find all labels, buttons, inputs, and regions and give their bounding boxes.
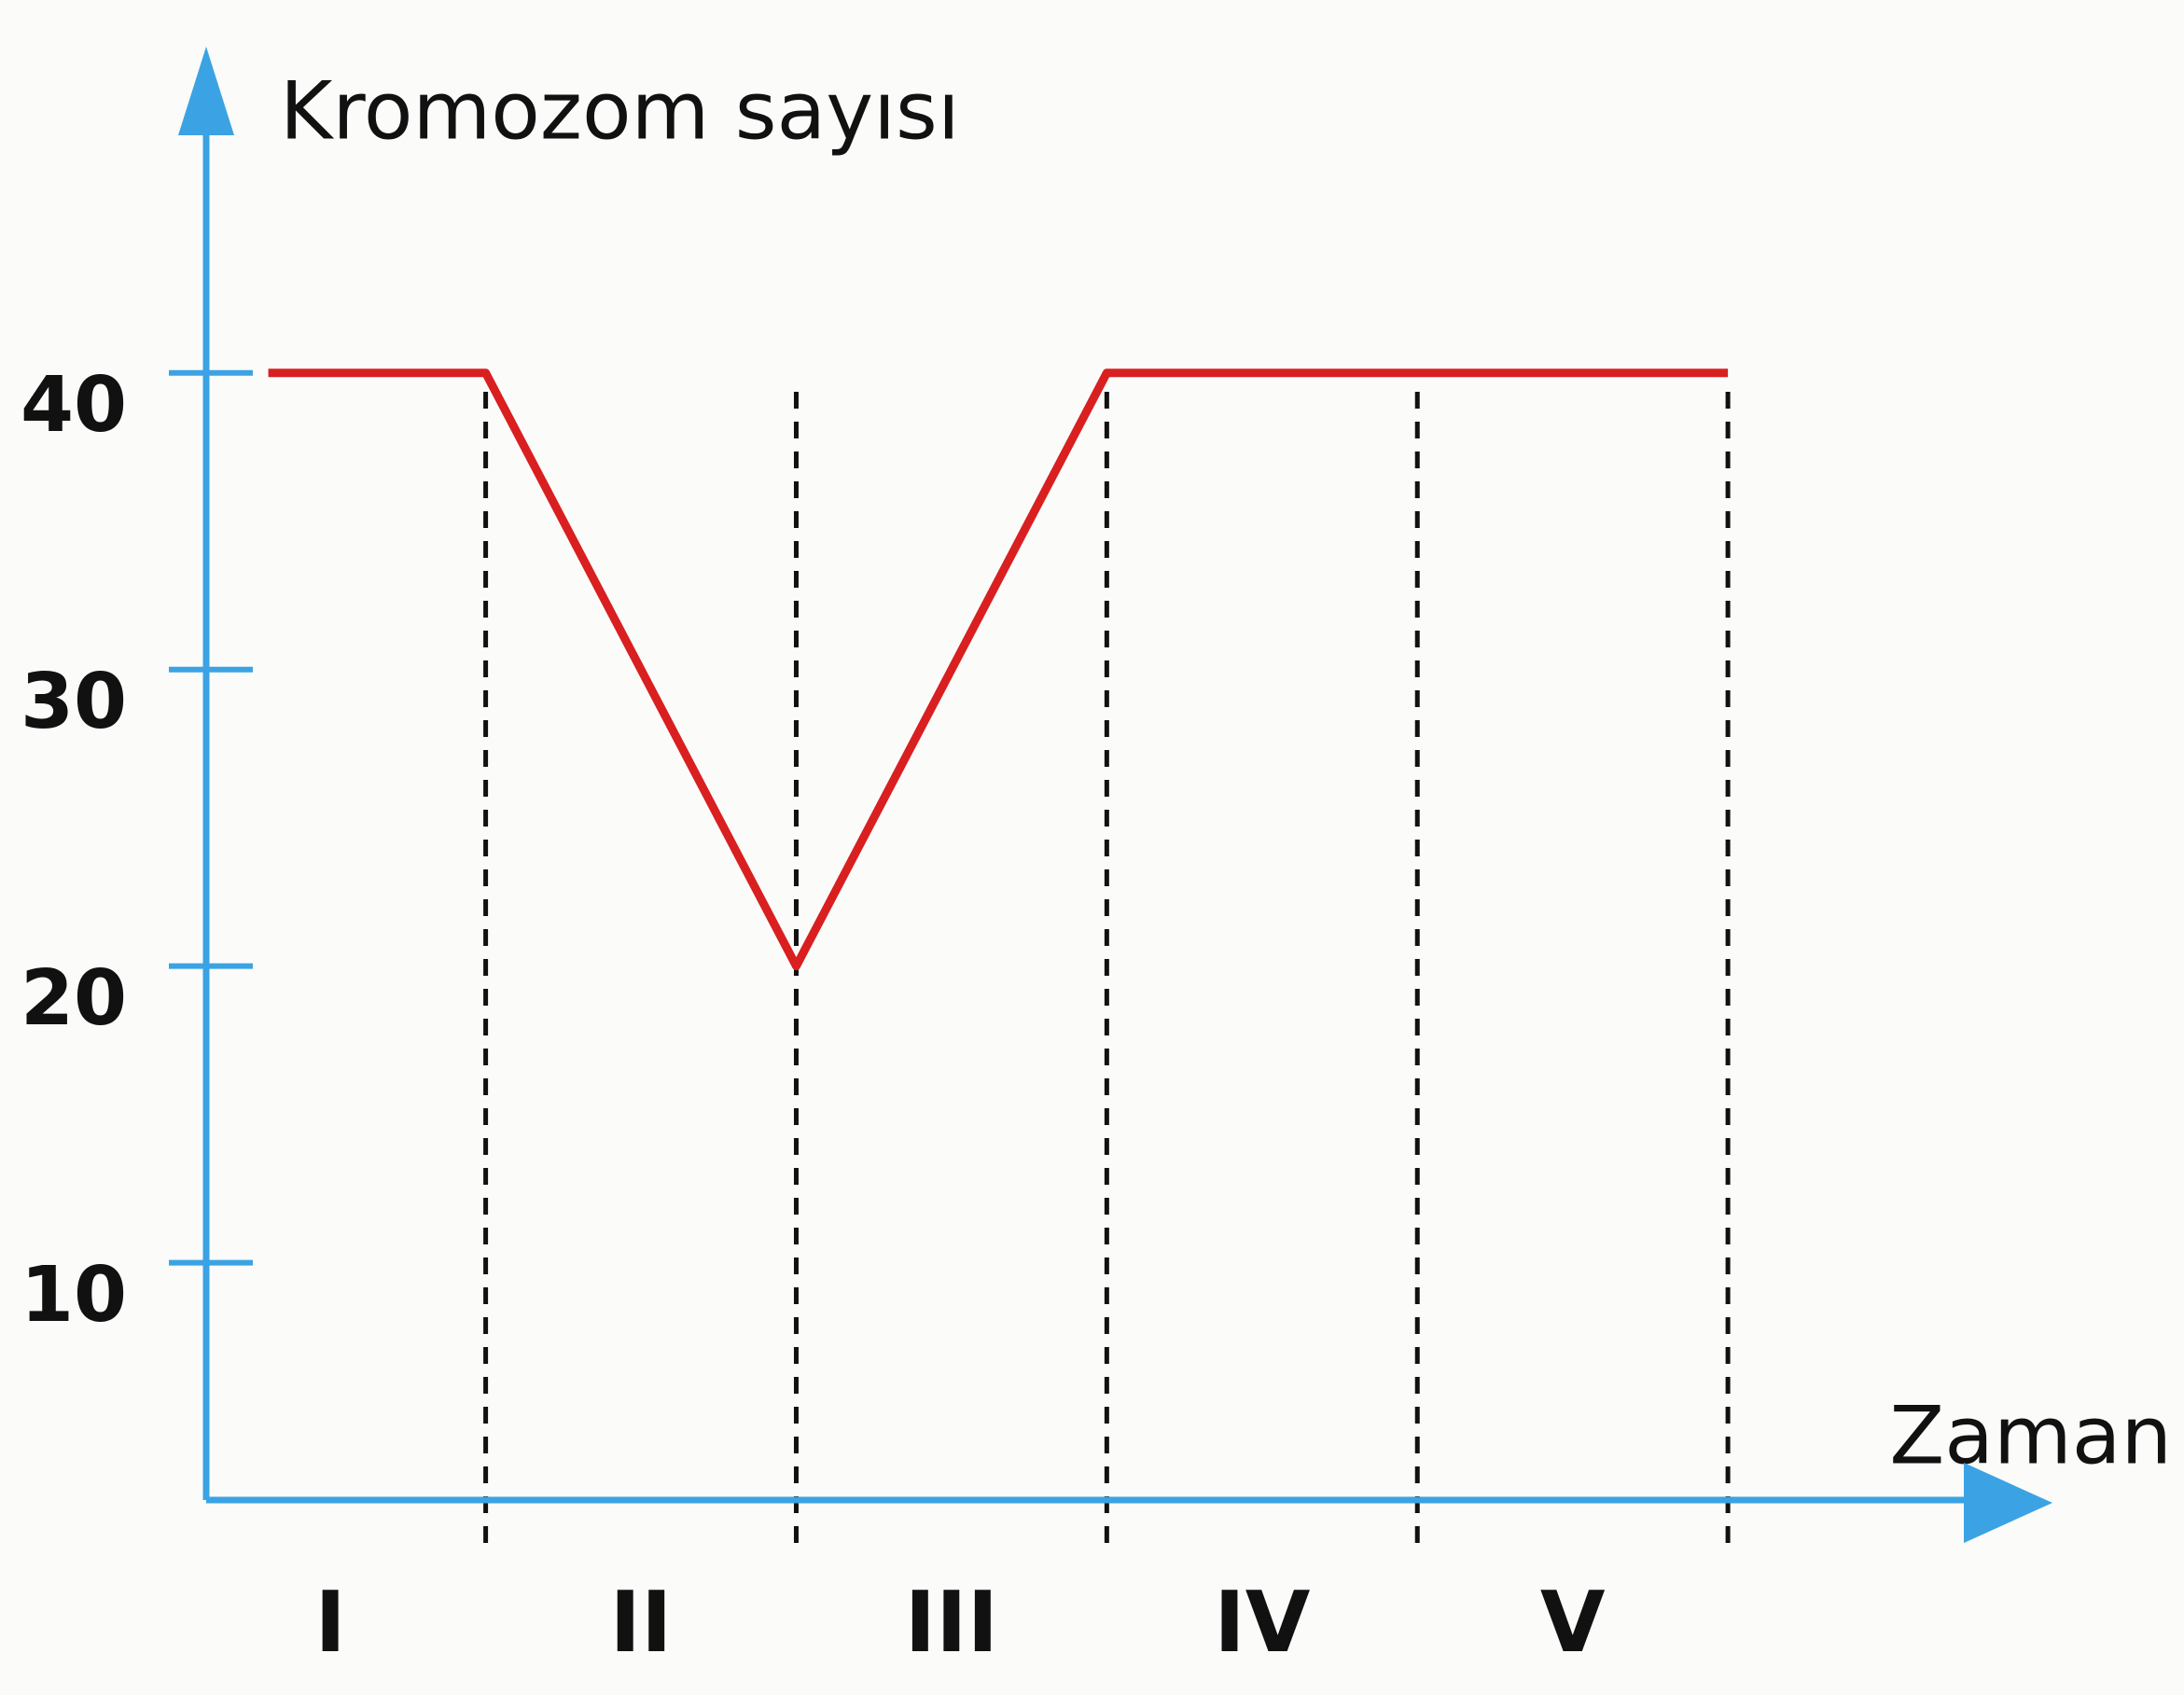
category-label: III — [905, 1574, 998, 1672]
x-axis-arrow — [1964, 1463, 2052, 1543]
data-line — [268, 368, 1729, 971]
y-tick-label: 30 — [21, 658, 127, 746]
y-tick-label: 40 — [21, 361, 127, 450]
x-axis-label: Zaman — [1889, 1389, 2172, 1482]
category-label: II — [610, 1574, 673, 1672]
y-axis-label: Kromozom sayısı — [280, 64, 960, 158]
y-tick-label: 10 — [21, 1251, 127, 1340]
category-label: IV — [1214, 1574, 1310, 1672]
category-label: V — [1540, 1574, 1606, 1672]
y-tick-label: 20 — [21, 954, 127, 1043]
category-label: I — [314, 1574, 346, 1672]
y-axis-arrow — [178, 47, 234, 135]
